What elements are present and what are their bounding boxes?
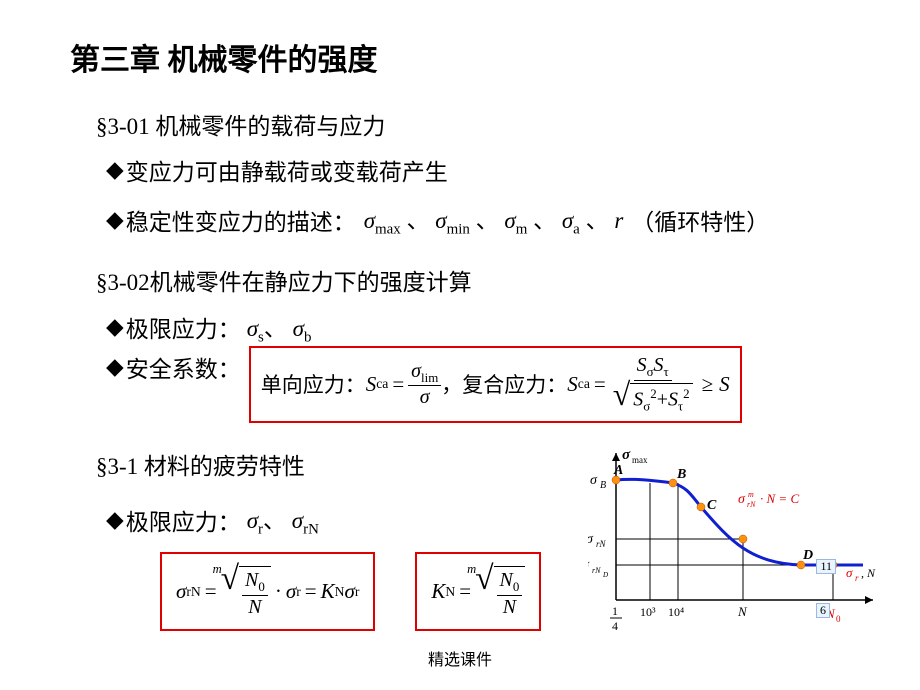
svg-text:max: max xyxy=(632,455,648,465)
bullet-prefix: 稳定性变应力的描述： xyxy=(126,203,356,237)
svg-text:D: D xyxy=(602,571,608,579)
fraction: σlim σ xyxy=(408,360,441,410)
svg-text:C: C xyxy=(707,498,717,513)
svg-text:rN: rN xyxy=(592,566,601,575)
bullet-stability-description: ◆稳定性变应力的描述： σmax 、 σmin 、 σm 、 σa 、 r （循… xyxy=(106,201,850,239)
svg-text:10³: 10³ xyxy=(640,605,656,619)
svg-text:σ: σ xyxy=(622,447,631,463)
section-3-02-heading: §3-02机械零件在静应力下的强度计算 xyxy=(96,263,850,297)
svg-text:1: 1 xyxy=(612,604,618,618)
footer-text: 精选课件 xyxy=(0,646,920,670)
diamond-icon: ◆ xyxy=(106,507,124,533)
svg-text:σ: σ xyxy=(738,492,746,507)
svg-text:10⁴: 10⁴ xyxy=(668,605,684,619)
label: 极限应力： xyxy=(126,310,241,344)
svg-text:0: 0 xyxy=(836,614,841,624)
svg-text:rN: rN xyxy=(596,539,607,549)
svg-text:A: A xyxy=(613,463,623,478)
symbol-list: σmax 、 σmin 、 σm 、 σa 、 r xyxy=(364,201,624,239)
svg-text:σ: σ xyxy=(846,565,853,580)
uniaxial-label: 单向应力： xyxy=(261,369,366,399)
svg-text:· N = C: · N = C xyxy=(760,491,799,506)
safety-factor-row: ◆安全系数： 单向应力： Sca = σlim σ ，复合应力： Sca = S… xyxy=(70,350,850,423)
svg-text:N: N xyxy=(737,604,748,619)
label: 安全系数： xyxy=(126,350,241,384)
sigma-list: σs、 σb xyxy=(247,309,312,347)
diamond-icon: ◆ xyxy=(106,354,124,380)
section-3-01-heading: §3-01 机械零件的载荷与应力 xyxy=(96,107,850,141)
svg-text:σ: σ xyxy=(590,473,598,488)
svg-text:r: r xyxy=(855,573,859,583)
bullet-limit-stress: ◆极限应力： σs、 σb xyxy=(106,309,850,347)
svg-text:B: B xyxy=(600,480,606,491)
chapter-title: 第三章 机械零件的强度 xyxy=(70,35,850,79)
svg-text:σ: σ xyxy=(588,558,590,573)
bullet-static-load: ◆变应力可由静载荷或变载荷产生 xyxy=(106,153,850,187)
formula-sigma-rN: σrN = m √ N0 N · σr = KN σr xyxy=(160,552,375,631)
page-number-6: 6 xyxy=(816,603,830,618)
svg-text:B: B xyxy=(676,467,686,482)
label: 极限应力： xyxy=(126,503,241,537)
svg-text:, N: , N xyxy=(861,566,876,580)
svg-text:rN: rN xyxy=(747,500,756,509)
diamond-icon: ◆ xyxy=(106,157,124,183)
page-number-11: 11 xyxy=(816,559,836,574)
svg-text:m: m xyxy=(748,490,754,499)
bullet-text: 变应力可由静载荷或变载荷产生 xyxy=(126,153,448,187)
svg-text:4: 4 xyxy=(612,619,618,633)
diamond-icon: ◆ xyxy=(106,207,124,233)
safety-formula-box: 单向应力： Sca = σlim σ ，复合应力： Sca = SσSτ √ S… xyxy=(249,346,742,423)
svg-text:D: D xyxy=(802,548,813,563)
compound-label: ，复合应力： xyxy=(441,369,567,399)
cyclic-suffix: （循环特性） xyxy=(631,203,769,237)
fatigue-curve-chart: σmaxσBσrNσrNDABCDσrNm· N = C1410³10⁴Nσr,… xyxy=(588,445,888,640)
formula-KN: KN = m √ N0 N xyxy=(415,552,541,631)
svg-text:σ: σ xyxy=(588,532,594,547)
compound-fraction: SσSτ √ Sσ2+Sτ2 xyxy=(610,354,696,415)
diamond-icon: ◆ xyxy=(106,314,124,340)
sigma-r-list: σr、 σrN xyxy=(247,501,319,539)
